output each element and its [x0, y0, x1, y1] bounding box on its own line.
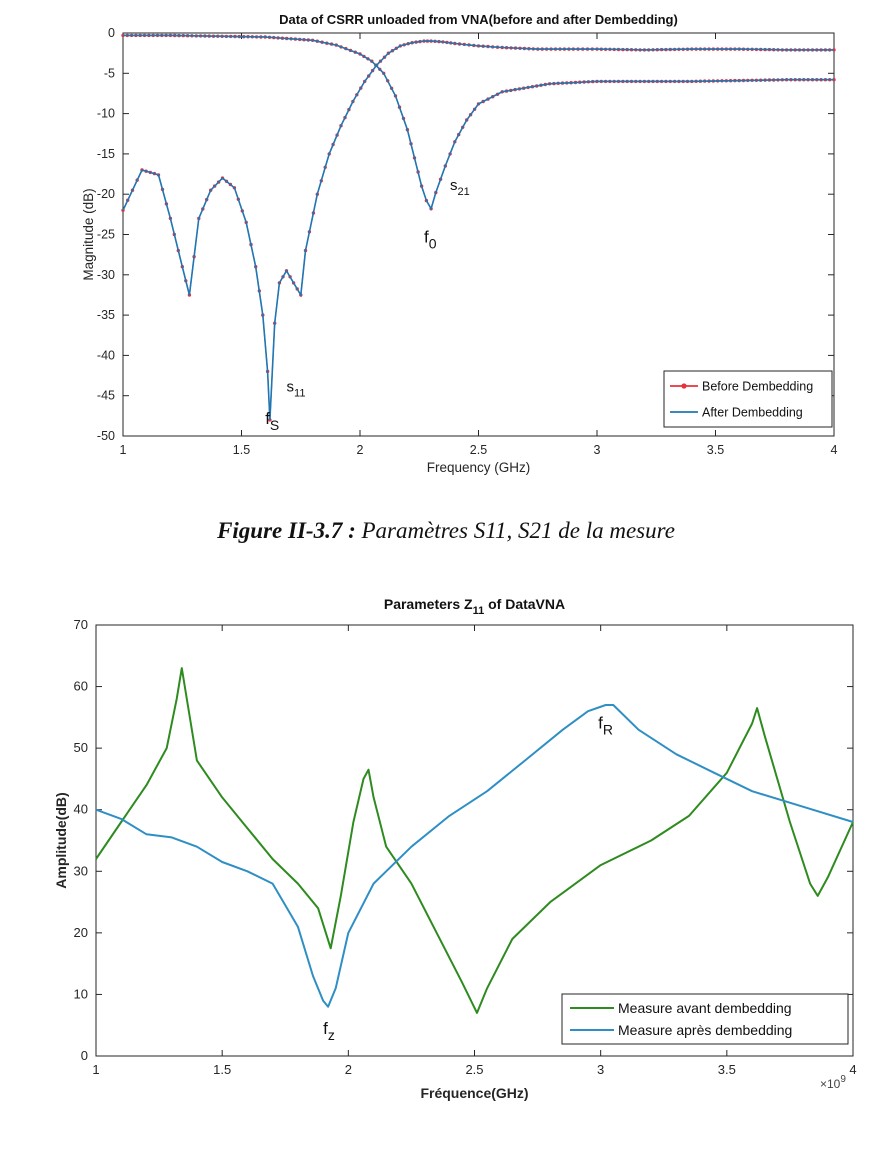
y-tick-label: 70: [74, 617, 88, 632]
x-tick-label: 4: [831, 443, 838, 457]
x-tick-label: 3: [594, 443, 601, 457]
x-tick-label: 1.5: [213, 1062, 231, 1077]
x-exponent-sub: 9: [840, 1074, 846, 1085]
annotation-s21-sub: 21: [458, 186, 470, 198]
legend-label-apres: Measure après dembedding: [618, 1022, 792, 1038]
y-tick-label: -50: [97, 429, 115, 443]
x-tick-label: 4: [849, 1062, 856, 1077]
x-tick-label: 3.5: [718, 1062, 736, 1077]
x-tick-label: 3.5: [707, 443, 724, 457]
legend-box: [561, 993, 849, 1045]
annotation-s11: s11: [287, 379, 306, 400]
after-line-s21: [123, 34, 834, 211]
y-tick-label: -20: [97, 187, 115, 201]
x-tick-label: 2.5: [465, 1062, 483, 1077]
annotation-s21: s21: [450, 177, 470, 198]
y-axis-label: Amplitude(dB): [53, 792, 69, 888]
annotation-f0-main: f: [424, 228, 429, 247]
annotation-fz: fz: [323, 1019, 335, 1043]
y-tick-label: -35: [97, 308, 115, 322]
x-tick-label: 1: [120, 443, 127, 457]
y-tick-label: -45: [97, 389, 115, 403]
y-tick-label: 40: [74, 802, 88, 817]
apres-line: [95, 704, 854, 1008]
y-tick-label: 0: [81, 1048, 88, 1063]
chart-title-suffix: of DataVNA: [484, 596, 565, 612]
y-tick-label: -5: [104, 66, 115, 80]
x-axis-label: Fréquence(GHz): [420, 1085, 528, 1101]
y-tick-label: 20: [74, 925, 88, 940]
chart-title-sub: 11: [473, 605, 485, 617]
annotation-fz-sub: z: [328, 1027, 335, 1043]
x-tick-label: 3: [597, 1062, 604, 1077]
plot-area: [122, 32, 835, 437]
after-line-s11: [122, 40, 834, 420]
y-tick-label: 10: [74, 986, 88, 1001]
chart-title-main: Parameters Z: [384, 596, 473, 612]
legend-label-before: Before Dembedding: [702, 380, 813, 394]
annotation-fz-main: f: [323, 1019, 328, 1038]
y-tick-label: -15: [97, 147, 115, 161]
y-tick-label: -10: [97, 107, 115, 121]
y-tick-label: 0: [108, 26, 115, 40]
caption-label: Figure II-3.7 :: [217, 518, 356, 543]
figure-caption: Figure II-3.7 : Paramètres S11, S21 de l…: [0, 518, 892, 544]
annotation-fr-main: f: [598, 713, 603, 732]
s-parameters-plot: 1 1.5 2 2.5 3 3.5 4 0 -5 -10 -15 -20 -25 -30 -35 -40 -45…: [81, 12, 838, 475]
z11-chart: 1 1.5 2 2.5 3 3.5 4 0 10 20 30 40 50 60 70 Parameters Z…: [0, 588, 892, 1144]
caption-text: Paramètres S11, S21 de la mesure: [355, 518, 675, 543]
y-tick-label: -40: [97, 348, 115, 362]
x-tick-label: 2: [357, 443, 364, 457]
chart-title: Data of CSRR unloaded from VNA(before an…: [279, 12, 678, 27]
x-exponent-main: ×10: [820, 1077, 841, 1091]
annotation-s21-main: s: [450, 177, 458, 194]
y-tick-label: -25: [97, 228, 115, 242]
annotation-fs-main: f: [265, 409, 270, 428]
annotation-fs: fS: [265, 409, 279, 433]
chart-title: Parameters Z11 of DataVNA: [384, 596, 565, 617]
x-tick-label: 1.5: [233, 443, 250, 457]
x-axis-label: Frequency (GHz): [427, 460, 531, 475]
s-parameters-chart: 1 1.5 2 2.5 3 3.5 4 0 -5 -10 -15 -20 -25 -30 -35 -40 -45…: [0, 0, 892, 490]
y-tick-label: 30: [74, 863, 88, 878]
y-axis-label: Magnitude (dB): [81, 188, 96, 280]
annotation-fr: fR: [598, 713, 613, 737]
plot-area: [95, 624, 854, 1057]
legend-label-after: After Dembedding: [702, 406, 803, 420]
legend-label-avant: Measure avant dembedding: [618, 1000, 792, 1016]
legend-box: [663, 370, 833, 428]
y-tick-label: 50: [74, 740, 88, 755]
annotation-f0-sub: 0: [429, 236, 437, 252]
avant-line: [95, 667, 854, 1014]
annotation-s11-sub: 11: [294, 388, 305, 400]
annotation-s11-main: s: [287, 379, 295, 396]
x-tick-label: 1: [92, 1062, 99, 1077]
x-tick-label: 2: [345, 1062, 352, 1077]
annotation-f0: f0: [424, 228, 437, 252]
x-exponent: ×109: [820, 1074, 846, 1091]
annotation-fr-sub: R: [603, 721, 613, 737]
y-tick-label: 60: [74, 679, 88, 694]
y-tick-label: -30: [97, 268, 115, 282]
x-tick-label: 2.5: [470, 443, 487, 457]
legend-marker: [681, 383, 687, 389]
annotation-fs-sub: S: [270, 417, 279, 433]
